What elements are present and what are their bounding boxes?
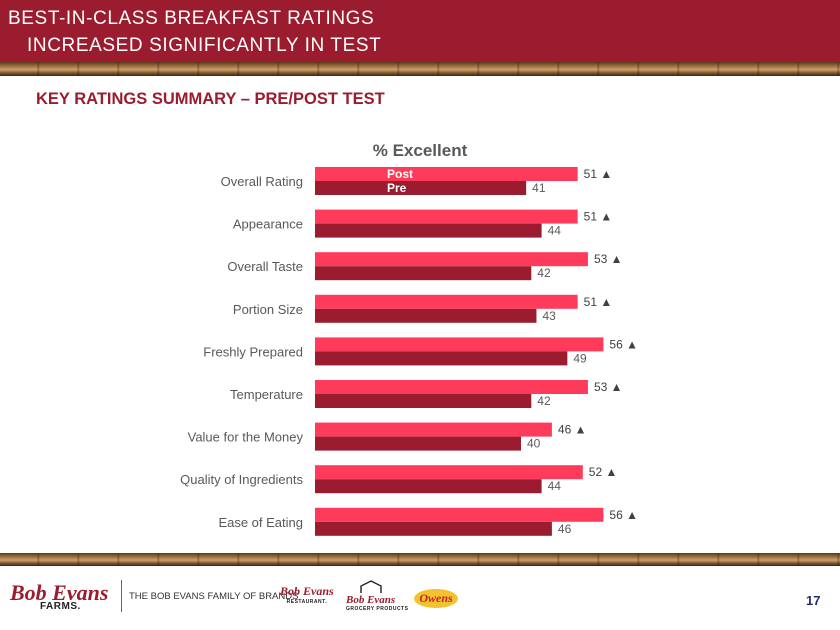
- post-bar: [315, 337, 604, 352]
- post-value-label: 56 ▲: [609, 337, 638, 351]
- logo-main-text: Bob Evans: [10, 580, 109, 605]
- title-line-2: INCREASED SIGNIFICANTLY IN TEST: [27, 35, 382, 56]
- pre-value-label: 43: [542, 309, 556, 323]
- bob-evans-farms-logo: Bob Evans FARMS.: [10, 580, 120, 614]
- post-value-label: 53 ▲: [594, 252, 623, 266]
- pre-bar: [315, 223, 542, 238]
- category-label: Overall Rating: [221, 174, 303, 189]
- post-value-label: 53 ▲: [594, 380, 623, 394]
- subtitle: KEY RATINGS SUMMARY – PRE/POST TEST: [36, 90, 385, 108]
- pre-value-label: 40: [527, 437, 541, 451]
- pre-value-label: 44: [548, 479, 562, 493]
- post-value-label: 51 ▲: [584, 210, 613, 224]
- title-banner: BEST-IN-CLASS BREAKFAST RATINGS INCREASE…: [0, 0, 840, 62]
- post-bar: [315, 380, 588, 394]
- owens-name: Owens: [419, 591, 453, 605]
- category-label: Overall Taste: [227, 259, 303, 274]
- category-label: Ease of Eating: [218, 515, 303, 530]
- post-bar: [315, 465, 583, 480]
- pre-value-label: 41: [532, 181, 546, 195]
- wood-strip-bottom: [0, 553, 840, 566]
- pre-bar: [315, 266, 532, 281]
- brand-grocery-sub: GROCERY PRODUCTS: [346, 606, 409, 612]
- category-label: Value for the Money: [188, 430, 304, 445]
- pre-bar: [315, 351, 568, 366]
- pre-bar: [315, 308, 537, 323]
- post-value-label: 56 ▲: [609, 508, 638, 522]
- logo-sub-text: FARMS.: [40, 601, 81, 612]
- family-of-brands-text: THE BOB EVANS FAMILY OF BRANDS: [129, 591, 299, 602]
- brand-restaurant-name: Bob Evans: [280, 584, 334, 598]
- pre-value-label: 46: [558, 522, 572, 536]
- post-bar: [315, 167, 578, 181]
- page-number: 17: [806, 593, 821, 608]
- post-value-label: 52 ▲: [589, 465, 618, 479]
- category-label: Temperature: [230, 387, 303, 402]
- pre-value-label: 42: [537, 266, 551, 280]
- post-bar: [315, 252, 588, 267]
- pre-value-label: 44: [548, 224, 562, 238]
- post-bar: [315, 209, 578, 224]
- pre-bar: [315, 436, 521, 451]
- owens-logo: Owens: [414, 589, 458, 608]
- post-value-label: 51 ▲: [584, 167, 613, 181]
- pre-bar: [315, 479, 542, 494]
- post-bar: [315, 507, 604, 522]
- brand-restaurant-logo: Bob Evans RESTAURANT.: [280, 584, 334, 605]
- post-value-label: 51 ▲: [584, 295, 613, 309]
- category-label: Quality of Ingredients: [180, 472, 303, 487]
- title-line-1: BEST-IN-CLASS BREAKFAST RATINGS: [8, 8, 375, 29]
- footer-divider: [121, 580, 122, 612]
- pre-bar: [315, 181, 527, 195]
- category-label: Freshly Prepared: [203, 344, 303, 359]
- chart-title: % Excellent: [373, 141, 468, 160]
- pre-bar: [315, 521, 552, 536]
- category-label: Portion Size: [233, 302, 303, 317]
- brand-restaurant-sub: RESTAURANT.: [286, 599, 328, 605]
- brand-grocery-name: Bob Evans: [346, 594, 396, 606]
- brand-grocery-logo: Bob Evans GROCERY PRODUCTS: [346, 594, 408, 612]
- wood-strip-top: [0, 62, 840, 76]
- pre-bar: [315, 394, 532, 408]
- post-bar: [315, 294, 578, 309]
- post-value-label: 46 ▲: [558, 423, 587, 437]
- post-bar: [315, 422, 552, 437]
- pre-value-label: 49: [573, 351, 587, 365]
- pre-value-label: 42: [537, 394, 551, 408]
- barn-icon: [360, 580, 382, 593]
- legend-pre: Pre: [387, 181, 407, 195]
- legend-post: Post: [387, 167, 413, 181]
- category-label: Appearance: [233, 217, 303, 232]
